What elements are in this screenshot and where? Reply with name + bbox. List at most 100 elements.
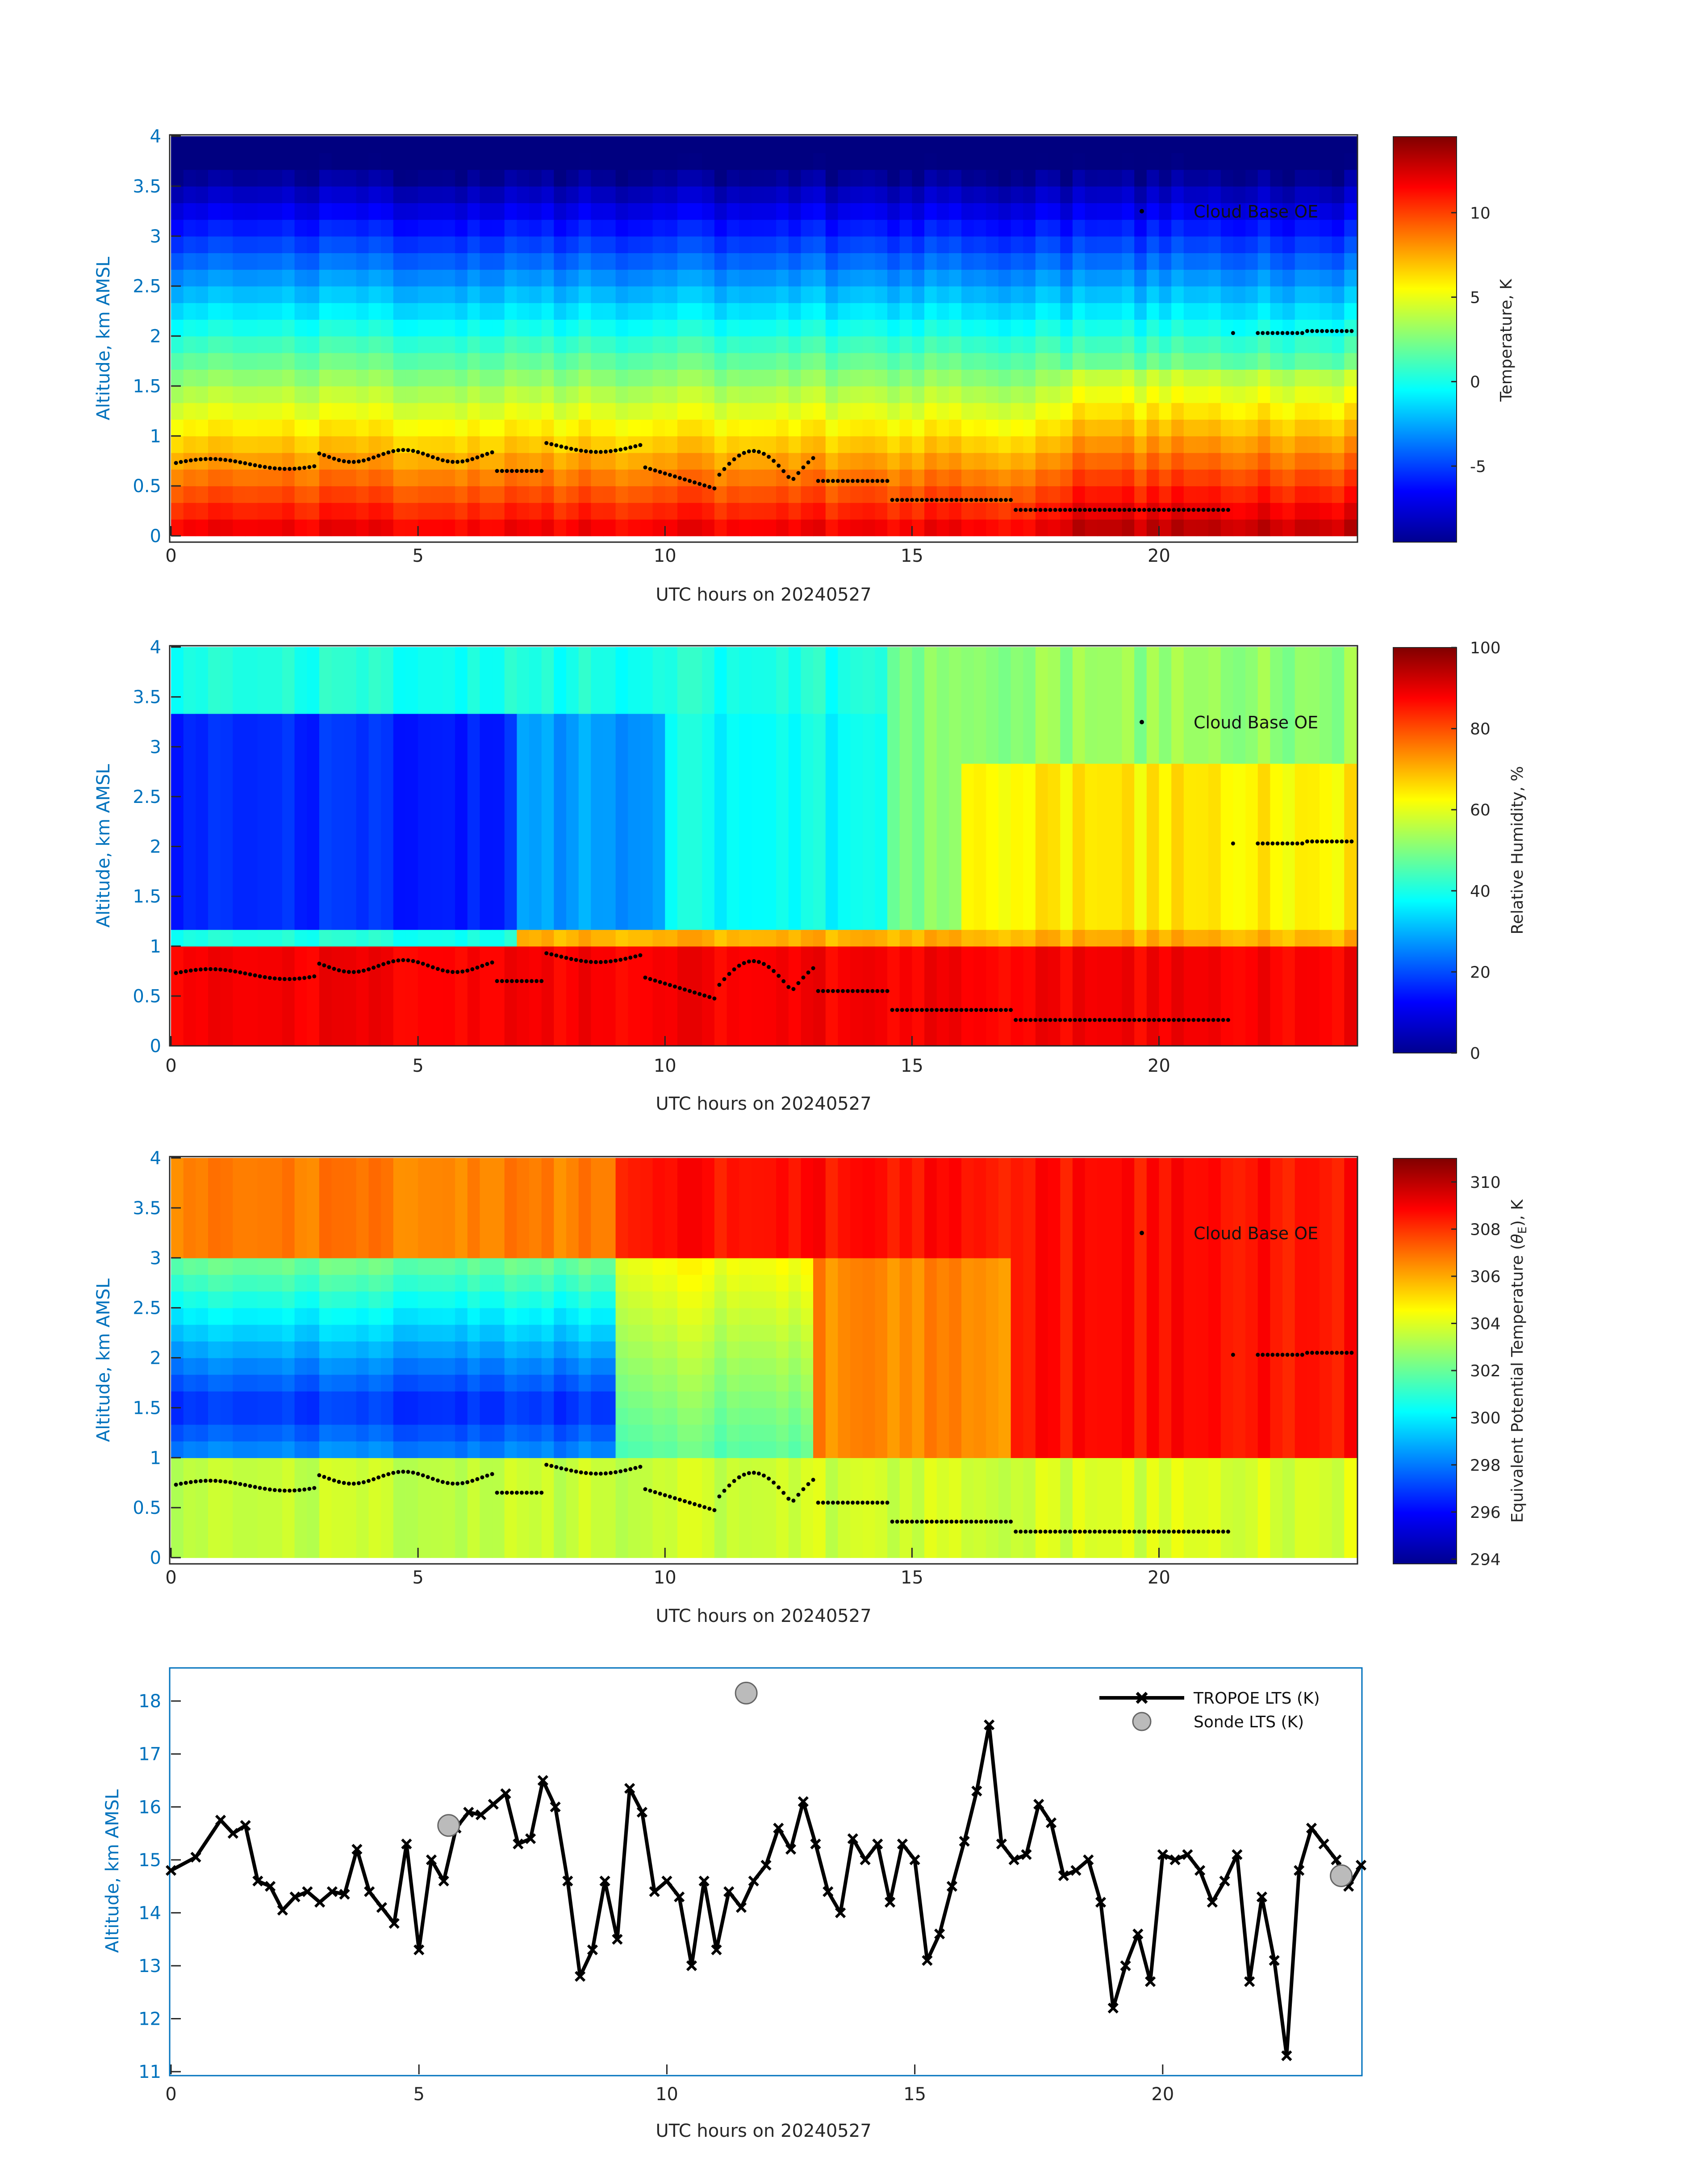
- heatmap-cell: [1257, 369, 1271, 387]
- heatmap-cell: [973, 946, 987, 963]
- heatmap-cell: [603, 419, 616, 437]
- heatmap-cell: [727, 169, 739, 187]
- heatmap-cell: [294, 780, 308, 797]
- heatmap-cell: [850, 469, 863, 486]
- heatmap-cell: [714, 1029, 727, 1046]
- heatmap-cell: [393, 913, 406, 930]
- heatmap-cell: [257, 169, 271, 187]
- heatmap-cell: [480, 269, 493, 287]
- heatmap-cell: [1011, 336, 1024, 353]
- cloud-base-dot: [411, 449, 415, 453]
- cloud-base-dot: [525, 469, 529, 473]
- heatmap-cell: [875, 502, 888, 520]
- heatmap-cell: [875, 186, 888, 203]
- heatmap-cell: [480, 763, 493, 781]
- heatmap-cell: [245, 502, 258, 520]
- heatmap-cell: [270, 319, 283, 337]
- heatmap-cell: [949, 452, 962, 470]
- heatmap-cell: [1245, 747, 1258, 764]
- heatmap-cell: [1307, 436, 1320, 453]
- heatmap-cell: [1011, 1029, 1024, 1046]
- heatmap-cell: [393, 236, 406, 253]
- heatmap-cell: [591, 302, 604, 320]
- heatmap-cell: [801, 1012, 814, 1030]
- heatmap-cell: [307, 730, 320, 747]
- heatmap-cell: [541, 730, 555, 747]
- heatmap-cell: [1109, 302, 1123, 320]
- heatmap-cell: [443, 763, 455, 781]
- heatmap-cell: [1023, 136, 1036, 154]
- heatmap-cell: [1011, 929, 1024, 947]
- heatmap-cell: [368, 402, 381, 420]
- heatmap-cell: [270, 253, 283, 270]
- heatmap-cell: [294, 979, 308, 997]
- heatmap-cell: [393, 730, 406, 747]
- heatmap-cell: [455, 796, 468, 814]
- heatmap-cell: [727, 486, 739, 503]
- heatmap-cell: [899, 302, 913, 320]
- heatmap-cell: [430, 203, 443, 220]
- heatmap-cell: [628, 486, 641, 503]
- heatmap-cell: [467, 730, 480, 747]
- heatmap-cell: [788, 169, 802, 187]
- heatmap-cell: [850, 647, 863, 664]
- heatmap-cell: [307, 486, 320, 503]
- heatmap-cell: [233, 863, 246, 880]
- cloud-base-dot: [1112, 508, 1117, 512]
- heatmap-cell: [368, 796, 381, 814]
- heatmap-cell: [233, 780, 246, 797]
- heatmap-cell: [1295, 879, 1308, 897]
- heatmap-cell: [405, 863, 418, 880]
- heatmap-cell: [1320, 863, 1332, 880]
- cloud-base-dot: [386, 450, 391, 455]
- heatmap-cell: [1307, 863, 1320, 880]
- heatmap-cell: [282, 203, 295, 220]
- cloud-base-dot: [851, 479, 855, 483]
- heatmap-cell: [455, 302, 468, 320]
- heatmap-cell: [331, 730, 344, 747]
- heatmap-cell: [764, 253, 777, 270]
- cloud-base-dot: [288, 977, 292, 981]
- heatmap-cell: [1011, 369, 1024, 387]
- heatmap-cell: [257, 269, 271, 287]
- heatmap-cell: [924, 469, 937, 486]
- heatmap-cell: [171, 469, 184, 486]
- heatmap-cell: [702, 963, 715, 980]
- heatmap-cell: [1085, 647, 1098, 664]
- heatmap-cell: [257, 946, 271, 963]
- heatmap-cell: [776, 253, 789, 270]
- heatmap-cell: [1183, 203, 1197, 220]
- heatmap-cell: [393, 286, 406, 303]
- heatmap-cell: [566, 929, 579, 947]
- heatmap-cell: [1122, 813, 1135, 831]
- heatmap-cell: [492, 402, 505, 420]
- heatmap-cell: [640, 730, 653, 747]
- heatmap-cell: [220, 996, 234, 1013]
- heatmap-cell: [899, 269, 913, 287]
- heatmap-cell: [1282, 913, 1295, 930]
- heatmap-cell: [887, 203, 900, 220]
- heatmap-cell: [282, 946, 295, 963]
- heatmap-cell: [677, 929, 690, 947]
- heatmap-cell: [813, 186, 826, 203]
- heatmap-cell: [899, 796, 913, 814]
- heatmap-cell: [307, 469, 320, 486]
- heatmap-cell: [677, 796, 690, 814]
- heatmap-cell: [492, 846, 505, 864]
- heatmap-cell: [257, 336, 271, 353]
- heatmap-cell: [1023, 996, 1036, 1013]
- heatmap-cell: [1023, 203, 1036, 220]
- heatmap-cell: [270, 963, 283, 980]
- cloud-base-dot: [1201, 508, 1206, 512]
- heatmap-cell: [455, 830, 468, 847]
- heatmap-cell: [973, 1029, 987, 1046]
- heatmap-cell: [677, 879, 690, 897]
- heatmap-cell: [331, 469, 344, 486]
- heatmap-cell: [566, 647, 579, 664]
- heatmap-cell: [566, 336, 579, 353]
- heatmap-cell: [1220, 386, 1234, 403]
- heatmap-cell: [1196, 796, 1209, 814]
- heatmap-cell: [368, 319, 381, 337]
- heatmap-cell: [1233, 336, 1246, 353]
- heatmap-cell: [1048, 929, 1061, 947]
